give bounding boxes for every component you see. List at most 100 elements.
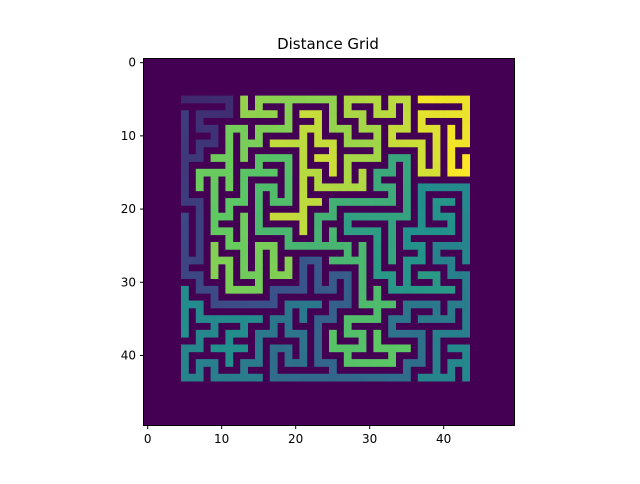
heatmap-cell	[329, 110, 337, 118]
heatmap-cell	[410, 329, 419, 338]
heatmap-cell	[462, 124, 470, 133]
heatmap-cell	[181, 176, 189, 184]
heatmap-cell	[454, 329, 463, 338]
heatmap-cell	[299, 285, 308, 294]
heatmap-cell	[447, 220, 456, 228]
heatmap-cell	[366, 139, 374, 148]
heatmap-cell	[388, 271, 396, 279]
heatmap-cell	[366, 227, 374, 236]
heatmap-cell	[284, 124, 293, 133]
x-axis: 0 10 20 30 40	[144, 425, 451, 446]
heatmap-cell	[358, 271, 367, 279]
heatmap-cell	[462, 359, 470, 367]
heatmap-cell	[195, 146, 204, 155]
heatmap-cell	[358, 329, 367, 338]
heatmap-cell	[329, 227, 337, 236]
heatmap-cell	[388, 124, 396, 133]
heatmap-cell	[292, 212, 300, 221]
heatmap-cell	[195, 198, 204, 206]
heatmap-cell	[299, 263, 308, 272]
heatmap-cell	[410, 227, 419, 236]
heatmap-cell	[336, 256, 345, 265]
heatmap-cell	[351, 227, 359, 236]
heatmap-cell	[358, 183, 367, 192]
heatmap-cell	[403, 359, 411, 367]
heatmap-cell	[284, 351, 293, 360]
heatmap-cell	[255, 256, 263, 265]
heatmap-cell	[462, 249, 470, 258]
heatmap-cell	[218, 95, 226, 104]
heatmap-cell	[299, 227, 308, 236]
heatmap-cell	[203, 315, 211, 323]
heatmap-cell	[277, 344, 285, 353]
heatmap-cell	[432, 212, 441, 221]
heatmap-cell	[269, 242, 278, 250]
heatmap-cell	[210, 256, 219, 265]
heatmap-cell	[403, 139, 411, 148]
heatmap-cell	[351, 212, 359, 221]
heatmap-cell	[299, 359, 308, 367]
heatmap-cell	[343, 102, 352, 111]
heatmap-cell	[195, 315, 204, 323]
heatmap-cell	[380, 110, 389, 118]
heatmap-cell	[181, 124, 189, 133]
heatmap-cell	[388, 220, 396, 228]
heatmap-cell	[425, 168, 433, 177]
heatmap-cell	[388, 132, 396, 140]
heatmap-cell	[225, 271, 234, 279]
heatmap-cell	[425, 300, 433, 309]
heatmap-cell	[195, 154, 204, 162]
heatmap-cell	[203, 359, 211, 367]
heatmap-cell	[417, 183, 426, 192]
heatmap-cell	[329, 161, 337, 170]
heatmap-cell	[395, 329, 404, 338]
heatmap-cell	[351, 110, 359, 118]
heatmap-cell	[247, 373, 256, 382]
heatmap-cell	[195, 256, 204, 265]
heatmap-cell	[343, 95, 352, 104]
heatmap-cell	[388, 242, 396, 250]
heatmap-cell	[225, 242, 234, 250]
heatmap-cell	[425, 227, 433, 236]
heatmap-cell	[462, 300, 470, 309]
heatmap-cell	[380, 168, 389, 177]
heatmap-cell	[299, 161, 308, 170]
heatmap-cell	[447, 285, 456, 294]
heatmap-cell	[299, 154, 308, 162]
heatmap-cell	[255, 249, 263, 258]
heatmap-cell	[329, 256, 337, 265]
heatmap-cell	[292, 300, 300, 309]
heatmap-cell	[181, 132, 189, 140]
heatmap-cell	[388, 234, 396, 243]
heatmap-cell	[343, 220, 352, 228]
heatmap-cell	[388, 110, 396, 118]
heatmap-cell	[181, 161, 189, 170]
heatmap-cell	[262, 242, 271, 250]
heatmap-cell	[366, 95, 374, 104]
chart-title: Distance Grid	[277, 35, 379, 53]
heatmap-cell	[255, 124, 263, 133]
heatmap-cell	[343, 110, 352, 118]
heatmap-cell	[255, 373, 263, 382]
heatmap-cell	[210, 315, 219, 323]
heatmap-cell	[358, 263, 367, 272]
heatmap-cell	[314, 234, 322, 243]
heatmap-cell	[373, 154, 382, 162]
heatmap-cell	[210, 168, 219, 177]
heatmap-cell	[432, 256, 441, 265]
heatmap-cell	[181, 95, 189, 104]
heatmap-cell	[269, 95, 278, 104]
heatmap-cell	[432, 242, 441, 250]
heatmap-cell	[188, 344, 197, 353]
heatmap-cell	[277, 271, 285, 279]
heatmap-cell	[432, 205, 441, 214]
heatmap-cell	[454, 139, 463, 148]
heatmap-cell	[329, 139, 337, 148]
heatmap-cell	[225, 278, 234, 287]
heatmap-cell	[314, 373, 322, 382]
heatmap-cell	[314, 263, 322, 272]
heatmap-cell	[210, 366, 219, 375]
heatmap-cell	[284, 190, 293, 199]
heatmap-cell	[454, 271, 463, 279]
